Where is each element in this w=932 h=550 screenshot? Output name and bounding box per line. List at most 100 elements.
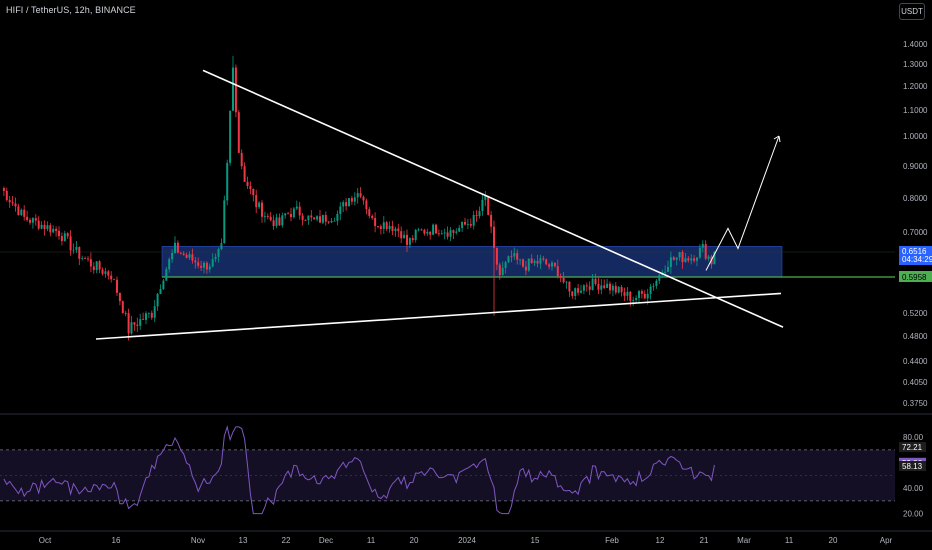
candle-body	[359, 193, 362, 197]
candle-body	[26, 216, 29, 221]
candle-body	[11, 202, 14, 204]
price-tick-label: 1.4000	[903, 40, 928, 49]
candle-body	[345, 202, 348, 207]
candle-body	[130, 322, 133, 334]
last-price-tag	[899, 246, 932, 266]
candle-body	[353, 197, 356, 202]
candle-body	[275, 217, 278, 227]
candle-body	[263, 216, 266, 217]
candle-body	[237, 112, 240, 153]
candle-body	[139, 319, 142, 326]
candle-body	[81, 258, 84, 259]
candle-body	[629, 291, 632, 301]
candle-body	[464, 221, 466, 225]
rsi-value-tag	[899, 442, 926, 453]
candle-body	[339, 206, 342, 215]
candle-body	[287, 213, 290, 215]
candle-body	[136, 324, 139, 326]
candle-body	[397, 228, 400, 232]
currency-unit-button[interactable]: USDT	[899, 3, 925, 20]
candle-body	[113, 279, 116, 281]
candle-body	[2, 188, 5, 191]
candle-body	[568, 281, 571, 292]
candle-body	[176, 242, 179, 253]
candle-body	[214, 256, 217, 260]
candle-body	[597, 283, 600, 290]
candle-body	[174, 242, 176, 254]
time-tick-label: 20	[829, 536, 838, 545]
candle-body	[223, 200, 226, 244]
time-tick-label: Apr	[880, 536, 893, 545]
candle-body	[466, 223, 469, 225]
time-tick-label: 12	[656, 536, 665, 545]
time-tick-label: 21	[700, 536, 709, 545]
candle-body	[246, 181, 249, 187]
candle-body	[420, 229, 423, 231]
candle-body	[620, 287, 623, 293]
candle-body	[606, 283, 609, 288]
candle-body	[539, 258, 542, 264]
candle-body	[423, 229, 426, 234]
candle-body	[498, 264, 501, 276]
candle-body	[495, 247, 498, 265]
candle-body	[66, 233, 69, 237]
candle-body	[116, 279, 118, 293]
candle-body	[672, 257, 675, 260]
time-tick-label: Nov	[191, 536, 205, 545]
candle-body	[101, 269, 104, 274]
price-tick-label: 0.8000	[903, 194, 928, 203]
price-tick-label: 0.5200	[903, 309, 928, 318]
candle-body	[643, 293, 646, 299]
candle-body	[205, 262, 208, 270]
time-tick-label: 13	[239, 536, 248, 545]
candle-body	[664, 271, 667, 273]
time-tick-label: 20	[410, 536, 419, 545]
candle-body	[203, 262, 205, 268]
price-tick-label: 0.4800	[903, 332, 928, 341]
candle-body	[681, 252, 684, 263]
candle-body	[60, 236, 63, 242]
candle-body	[382, 222, 385, 229]
rsi-tick-label: 20.00	[903, 510, 924, 519]
candle-body	[191, 254, 194, 261]
candle-body	[443, 232, 446, 234]
candle-body	[545, 259, 548, 265]
candle-body	[208, 266, 211, 270]
candle-body	[426, 231, 429, 234]
rsi-value-tag	[899, 461, 926, 472]
candle-body	[365, 200, 368, 210]
candle-body	[669, 257, 672, 267]
candle-body	[8, 200, 11, 203]
candle-body	[510, 256, 513, 258]
price-tick-label: 1.1000	[903, 106, 928, 115]
candle-body	[185, 254, 188, 258]
candle-body	[519, 259, 522, 261]
candle-body	[667, 266, 669, 272]
candle-body	[150, 312, 153, 318]
candle-body	[551, 262, 553, 267]
last-price-label: 0.6516	[902, 247, 927, 256]
candle-body	[472, 215, 475, 226]
candle-body	[284, 213, 287, 216]
candle-body	[400, 231, 403, 239]
candle-body	[623, 292, 626, 296]
symbol-title: HIFI / TetherUS, 12h, BINANCE	[6, 5, 136, 15]
price-tick-label: 0.4050	[903, 378, 928, 387]
candle-body	[292, 208, 295, 218]
candle-body	[301, 215, 304, 220]
rsi-pane	[0, 413, 932, 515]
candle-body	[687, 258, 690, 261]
candle-body	[156, 293, 159, 307]
candle-body	[449, 230, 452, 237]
rsi-line	[3, 424, 715, 515]
candle-body	[617, 287, 620, 293]
time-tick-label: 11	[785, 536, 794, 545]
candle-body	[649, 286, 652, 294]
price-tick-label: 1.0000	[903, 132, 928, 141]
time-tick-label: Dec	[319, 536, 333, 545]
candle-body	[562, 277, 565, 283]
candle-body	[559, 276, 562, 278]
candle-body	[594, 278, 597, 284]
candle-body	[84, 258, 87, 259]
